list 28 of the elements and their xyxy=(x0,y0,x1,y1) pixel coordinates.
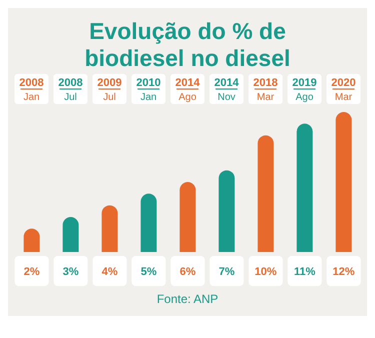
data-label: 7% xyxy=(218,266,235,278)
bar xyxy=(180,182,196,252)
data-label: 3% xyxy=(62,266,79,278)
bar xyxy=(336,112,352,252)
bar xyxy=(258,135,274,252)
x-tick-label: 2010 Jan xyxy=(136,77,161,103)
bar xyxy=(218,170,235,252)
x-tick-label: 2014 Ago xyxy=(175,77,201,103)
bar xyxy=(296,124,313,252)
data-label: 2% xyxy=(24,266,40,278)
x-tick-label: 2020 Mar xyxy=(331,77,356,103)
chart-title: Evolução do % de biodiesel no diesel xyxy=(84,17,292,72)
data-label: 6% xyxy=(180,266,196,278)
x-tick-label: 2014 Nov xyxy=(214,77,240,103)
x-tick-label: 2019 Ago xyxy=(292,77,317,103)
data-label: 11% xyxy=(294,266,316,278)
x-tick-label: 2008 Jan xyxy=(19,77,44,103)
data-label: 5% xyxy=(140,266,157,278)
bar xyxy=(102,205,118,252)
data-label: 12% xyxy=(332,266,355,278)
x-tick-label: 2008 Jul xyxy=(58,77,83,103)
data-label: 4% xyxy=(102,266,118,278)
x-tick-label: 2018 Mar xyxy=(253,77,278,103)
data-label: 10% xyxy=(254,266,277,278)
source-note: Fonte: ANP xyxy=(156,292,220,308)
x-tick-label: 2009 Jul xyxy=(97,77,122,103)
bar xyxy=(140,194,157,252)
bar xyxy=(62,217,79,252)
